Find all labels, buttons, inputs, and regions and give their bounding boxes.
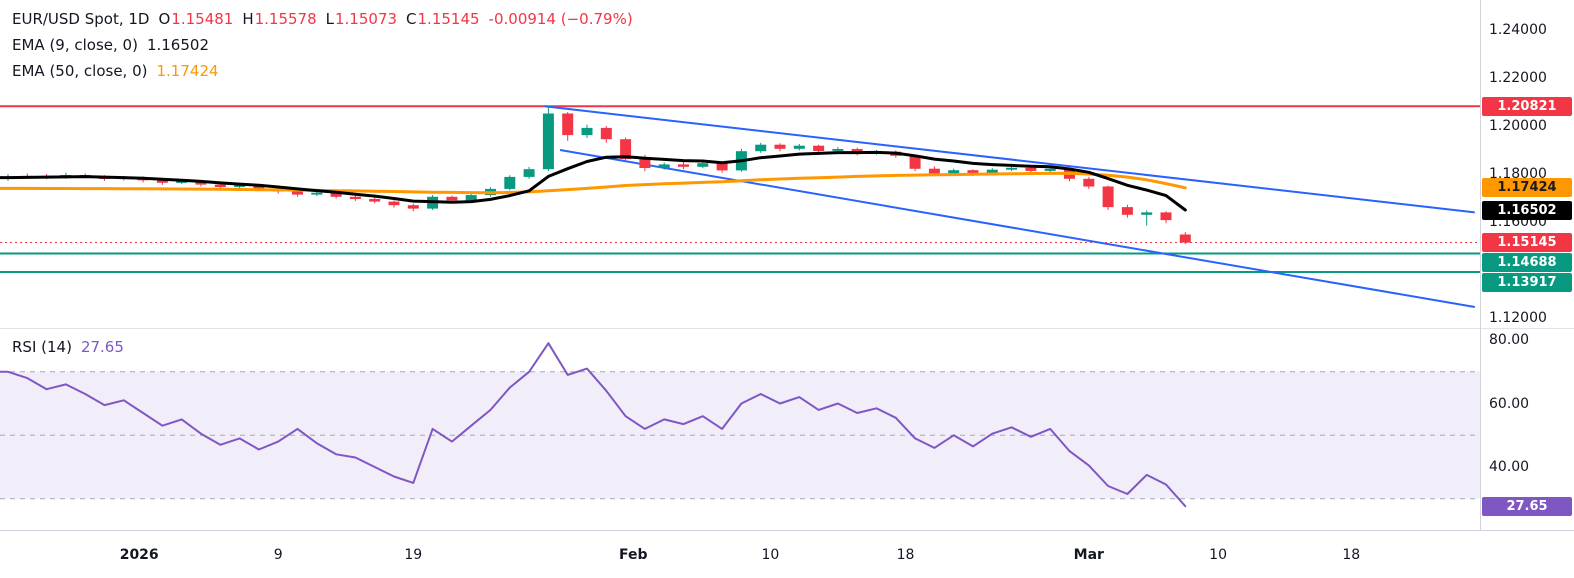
price-tick: 1.22000 [1489, 70, 1547, 86]
price-axis[interactable]: 1.24000 1.22000 1.20000 1.18000 1.16000 1.120… [1481, 0, 1574, 530]
price-tick: 1.18000 [1489, 166, 1547, 182]
time-tick: 18 [1342, 546, 1361, 563]
change-value: -0.00914 (−0.79%) [488, 10, 633, 28]
time-tick: 18 [896, 546, 915, 563]
time-tick: 9 [273, 546, 283, 563]
price-axis-badge: 1.17424 [1482, 178, 1572, 198]
price-axis-badge: 1.20821 [1482, 96, 1572, 116]
rsi-tick: 40.00 [1489, 459, 1530, 475]
ohlc-open: O 1.15481 [158, 10, 234, 28]
ema50-legend-label[interactable]: EMA (50, close, 0) [12, 62, 148, 80]
time-tick: 19 [404, 546, 423, 563]
ema50-line [0, 171, 1187, 195]
ema9-legend-label[interactable]: EMA (9, close, 0) [12, 36, 138, 54]
ohlc-low: L 1.15073 [325, 10, 398, 28]
price-tick: 1.20000 [1489, 118, 1547, 134]
price-axis-badge: 1.15145 [1482, 233, 1572, 252]
ema50-legend-row: EMA (50, close, 0) 1.17424 [12, 58, 633, 84]
ohlc-high: H 1.15578 [242, 10, 317, 28]
time-tick: 10 [761, 546, 780, 563]
ema50-value: 1.17424 [156, 62, 219, 80]
rsi-line [0, 342, 1187, 508]
ema9-value: 1.16502 [146, 36, 209, 54]
rsi-value: 27.65 [80, 338, 124, 356]
ohlc-close: C 1.15145 [406, 10, 480, 28]
price-axis-badge: 1.13917 [1482, 273, 1572, 292]
channel-upper[interactable] [544, 105, 1475, 214]
symbol-title[interactable]: EUR/USD Spot, 1D [12, 10, 150, 28]
time-tick: 2026 [119, 546, 159, 563]
legend: EUR/USD Spot, 1D O 1.15481 H 1.15578 L 1… [12, 6, 633, 84]
time-axis[interactable]: 2026 9 19 Feb 10 18 Mar 10 18 [0, 531, 1574, 578]
symbol-legend-row: EUR/USD Spot, 1D O 1.15481 H 1.15578 L 1… [12, 6, 633, 32]
ema9-legend-row: EMA (9, close, 0) 1.16502 [12, 32, 633, 58]
rsi-legend-label[interactable]: RSI (14) [12, 338, 72, 356]
pane-separator[interactable] [0, 328, 1574, 329]
time-axis-border [0, 530, 1574, 531]
time-tick: Mar [1073, 546, 1104, 563]
rsi-legend-row: RSI (14) 27.65 [12, 334, 124, 360]
price-axis-badge: 1.16502 [1482, 200, 1572, 220]
price-tick: 1.24000 [1489, 22, 1547, 38]
rsi-axis-badge: 27.65 [1482, 496, 1572, 516]
channel-lower[interactable] [559, 149, 1475, 308]
ema9-line [0, 150, 1187, 212]
time-tick: 10 [1209, 546, 1228, 563]
price-tick: 1.12000 [1489, 310, 1547, 326]
rsi-tick: 80.00 [1489, 332, 1530, 348]
price-axis-border [1480, 0, 1481, 530]
rsi-tick: 60.00 [1489, 395, 1530, 412]
price-axis-badge: 1.14688 [1482, 253, 1572, 272]
time-tick: Feb [619, 546, 648, 563]
